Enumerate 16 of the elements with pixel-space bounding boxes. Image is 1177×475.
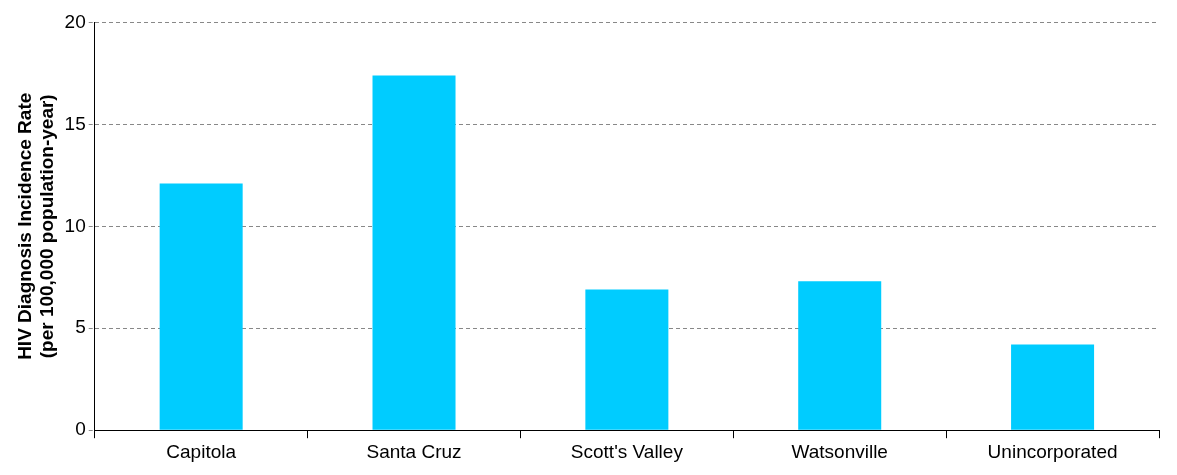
y-axis-title: HIV Diagnosis Incidence Rate (per 100,000 population-year) xyxy=(13,92,58,360)
bar xyxy=(1011,344,1095,430)
x-tick-label: Capitola xyxy=(166,440,237,462)
y-tick-label: 10 xyxy=(64,214,86,236)
y-tick-label: 0 xyxy=(75,418,86,440)
bar xyxy=(798,281,882,430)
bar xyxy=(159,183,243,430)
x-tick-label: Scott's Valley xyxy=(570,440,684,462)
bar xyxy=(372,75,456,430)
x-tick-label: Santa Cruz xyxy=(366,440,462,462)
y-tick-label: 5 xyxy=(75,316,86,338)
y-tick-label: 15 xyxy=(64,112,86,134)
bar xyxy=(585,289,669,430)
y-tick-label: 20 xyxy=(64,10,86,32)
x-tick-label: Watsonville xyxy=(791,440,888,462)
x-tick-label: Unincorporated xyxy=(987,440,1118,462)
